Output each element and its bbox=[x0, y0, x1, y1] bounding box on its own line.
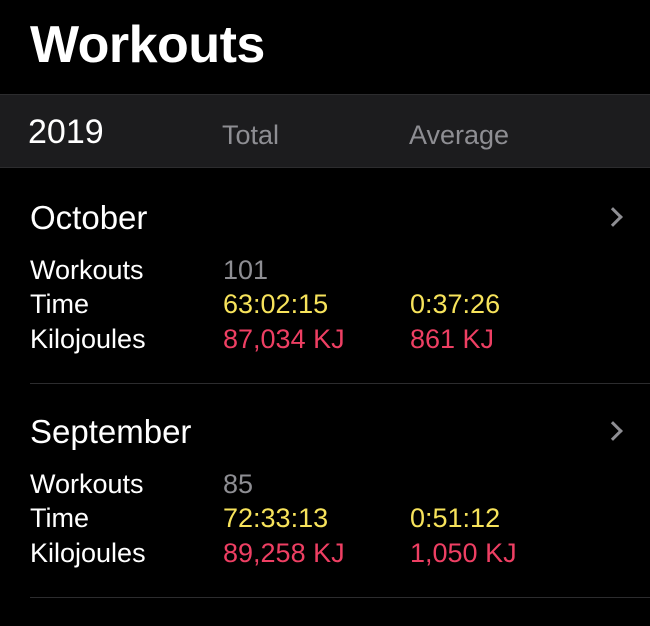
time-average: 0:37:26 bbox=[410, 289, 501, 319]
workouts-total: 85 bbox=[223, 469, 254, 499]
kilojoules-label: Kilojoules bbox=[30, 538, 146, 568]
year-label: 2019 bbox=[28, 113, 104, 151]
workouts-label: Workouts bbox=[30, 469, 144, 499]
time-label: Time bbox=[30, 289, 89, 319]
month-row-september[interactable]: September Workouts 85 Time 72:33:13 0:51… bbox=[0, 412, 650, 626]
chevron-right-icon bbox=[603, 207, 623, 227]
workouts-label: Workouts bbox=[30, 255, 144, 285]
kilojoules-total: 87,034 KJ bbox=[223, 324, 345, 354]
month-row-october[interactable]: October Workouts 101 Time 63:02:15 0:37:… bbox=[0, 198, 650, 412]
kilojoules-average: 1,050 KJ bbox=[410, 538, 517, 568]
row-divider bbox=[30, 597, 650, 598]
kilojoules-row: Kilojoules 89,258 KJ 1,050 KJ bbox=[0, 536, 650, 570]
total-column-header: Total bbox=[222, 120, 280, 150]
workouts-total: 101 bbox=[223, 255, 269, 285]
page-title: Workouts bbox=[30, 16, 265, 74]
time-total: 63:02:15 bbox=[223, 289, 329, 319]
time-total: 72:33:13 bbox=[223, 503, 329, 533]
month-name: October bbox=[30, 199, 148, 236]
time-row: Time 72:33:13 0:51:12 bbox=[0, 501, 650, 535]
kilojoules-average: 861 KJ bbox=[410, 324, 495, 354]
workouts-row: Workouts 85 bbox=[0, 467, 650, 501]
chevron-right-icon bbox=[603, 421, 623, 441]
kilojoules-total: 89,258 KJ bbox=[223, 538, 345, 568]
kilojoules-row: Kilojoules 87,034 KJ 861 KJ bbox=[0, 322, 650, 356]
row-divider bbox=[30, 383, 650, 384]
time-label: Time bbox=[30, 503, 89, 533]
time-row: Time 63:02:15 0:37:26 bbox=[0, 287, 650, 321]
time-average: 0:51:12 bbox=[410, 503, 501, 533]
kilojoules-label: Kilojoules bbox=[30, 324, 146, 354]
workouts-row: Workouts 101 bbox=[0, 253, 650, 287]
year-header-bar: 2019 Total Average bbox=[0, 94, 650, 168]
average-column-header: Average bbox=[409, 120, 510, 150]
month-name: September bbox=[30, 413, 192, 450]
